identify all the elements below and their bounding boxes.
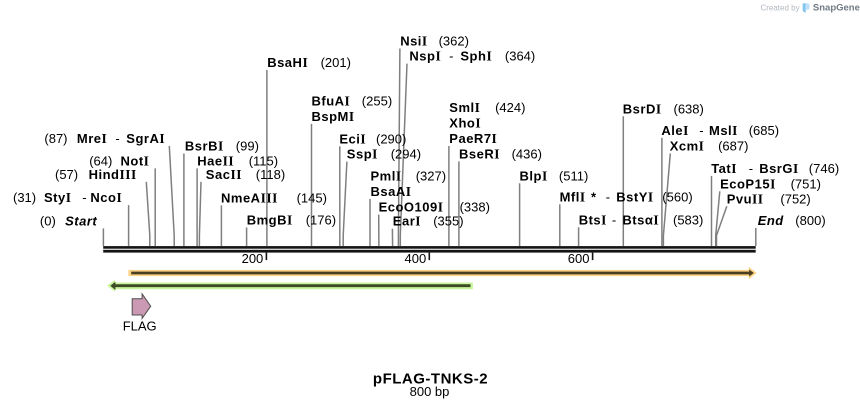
svg-text:XhoI: XhoI — [449, 116, 481, 131]
svg-text:PvuII(752): PvuII(752) — [727, 191, 811, 206]
svg-text:XcmI(687): XcmI(687) — [670, 138, 749, 153]
svg-text:600: 600 — [568, 251, 590, 266]
svg-text:BseRI(436): BseRI(436) — [459, 146, 542, 161]
svg-text:200: 200 — [242, 251, 264, 266]
svg-text:(57)HindIII: (57)HindIII — [55, 167, 137, 182]
svg-text:MflI*-BstYI(560): MflI*-BstYI(560) — [560, 189, 693, 204]
svg-text:EcoP15I(751): EcoP15I(751) — [720, 176, 821, 191]
svg-text:PaeR7I: PaeR7I — [449, 131, 497, 146]
svg-text:End(800): End(800) — [758, 213, 826, 228]
svg-text:Created by: Created by — [760, 3, 799, 12]
svg-text:FLAG: FLAG — [123, 319, 157, 334]
svg-text:NspI-SphI(364): NspI-SphI(364) — [409, 49, 535, 64]
svg-text:(0)Start: (0)Start — [40, 213, 97, 228]
svg-text:SmlI(424): SmlI(424) — [449, 100, 525, 115]
svg-text:TatI-BsrGI(746): TatI-BsrGI(746) — [711, 161, 839, 176]
svg-text:BsaAI: BsaAI — [371, 184, 412, 199]
svg-text:BfuAI(255): BfuAI(255) — [312, 94, 393, 109]
svg-text:SnapGene: SnapGene — [813, 2, 860, 13]
svg-text:BmgBI(176): BmgBI(176) — [247, 213, 336, 228]
svg-text:SacII(118): SacII(118) — [206, 167, 285, 182]
svg-text:EciI(290): EciI(290) — [339, 131, 406, 146]
svg-text:BsrDI(638): BsrDI(638) — [623, 101, 704, 116]
svg-text:AleI-MslI(685): AleI-MslI(685) — [661, 123, 779, 138]
svg-text:(31)StyI-NcoI: (31)StyI-NcoI — [13, 190, 122, 205]
svg-text:BsrBI(99): BsrBI(99) — [185, 139, 259, 154]
svg-text:EcoO109I(338): EcoO109I(338) — [379, 200, 490, 215]
svg-text:EarI(355): EarI(355) — [393, 214, 464, 229]
svg-text:BspMI: BspMI — [312, 109, 355, 124]
svg-text:(87)MreI-SgrAI: (87)MreI-SgrAI — [44, 131, 165, 146]
svg-text:BtsI-BtsαI(583): BtsI-BtsαI(583) — [579, 212, 704, 227]
svg-text:BsaHI(201): BsaHI(201) — [267, 55, 351, 70]
svg-text:SspI(294): SspI(294) — [347, 147, 421, 162]
svg-text:400: 400 — [404, 251, 426, 266]
svg-text:BlpI(511): BlpI(511) — [520, 168, 589, 183]
svg-text:800 bp: 800 bp — [410, 384, 450, 399]
svg-text:NsiI(362): NsiI(362) — [400, 34, 469, 49]
svg-text:PmlI(327): PmlI(327) — [371, 169, 447, 184]
svg-text:NmeAIII(145): NmeAIII(145) — [221, 190, 327, 205]
